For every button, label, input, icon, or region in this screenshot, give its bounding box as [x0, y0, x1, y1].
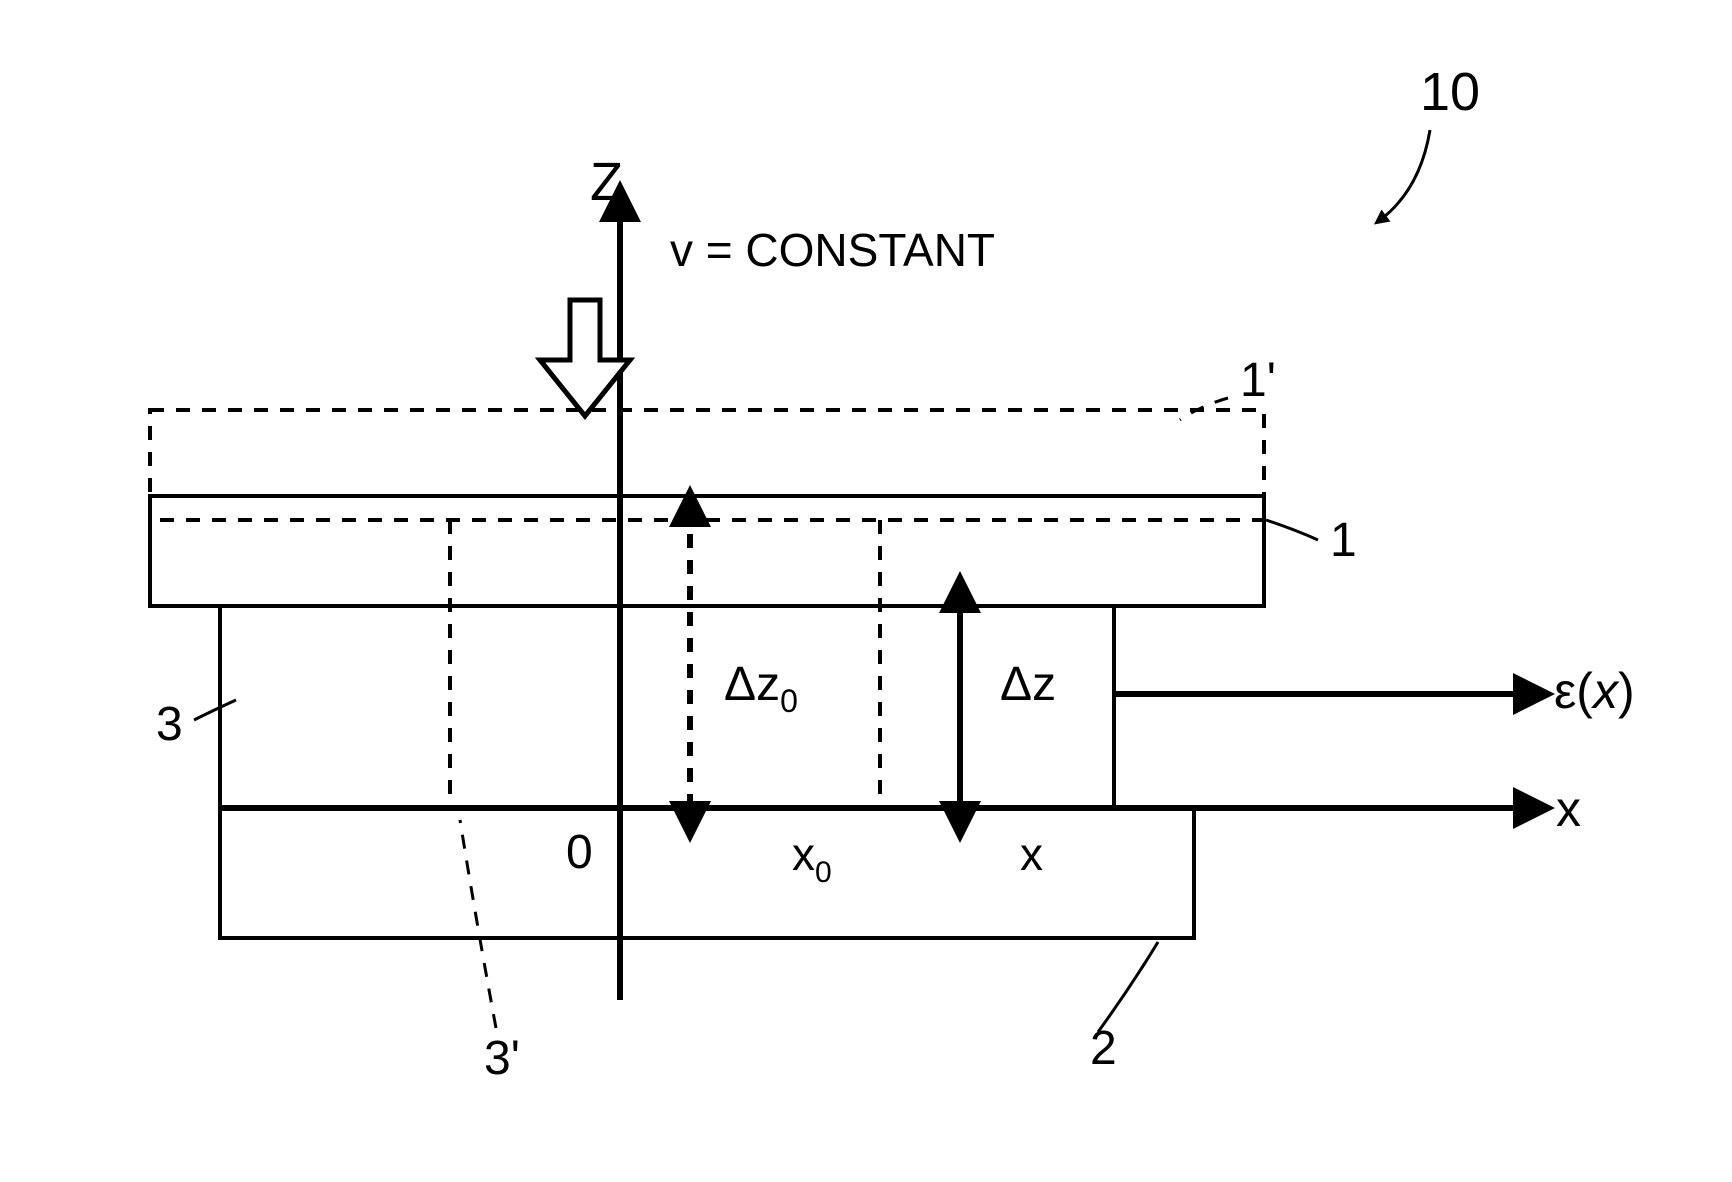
top-plate — [150, 496, 1264, 606]
ref-3: 3 — [156, 698, 183, 751]
leader-3prime — [460, 820, 496, 1028]
ref-3prime: 3' — [484, 1032, 520, 1085]
ref-2: 2 — [1090, 1022, 1117, 1075]
dz0-label: Δz0 — [724, 658, 798, 719]
x-axis-label: x — [1556, 781, 1581, 837]
bottom-plate — [220, 808, 1194, 938]
leader-10 — [1380, 130, 1430, 220]
leader-2 — [1098, 942, 1158, 1032]
leader-3 — [194, 700, 236, 720]
velocity-arrow — [540, 300, 630, 416]
dz-label: Δz — [1000, 658, 1056, 711]
velocity-label: v = CONSTANT — [670, 224, 995, 276]
top-plate-initial — [150, 410, 1264, 520]
leader-1 — [1266, 520, 1318, 540]
x0-label: x0 — [792, 828, 832, 889]
fig-ref-label: 10 — [1420, 62, 1480, 122]
epsilon-label: ε(x) — [1554, 663, 1635, 719]
origin-label: 0 — [566, 826, 593, 879]
ref-1prime: 1' — [1240, 354, 1276, 407]
ref-1: 1 — [1330, 514, 1357, 567]
x-tick-label: x — [1020, 828, 1043, 880]
z-axis-label: Z — [590, 152, 623, 212]
